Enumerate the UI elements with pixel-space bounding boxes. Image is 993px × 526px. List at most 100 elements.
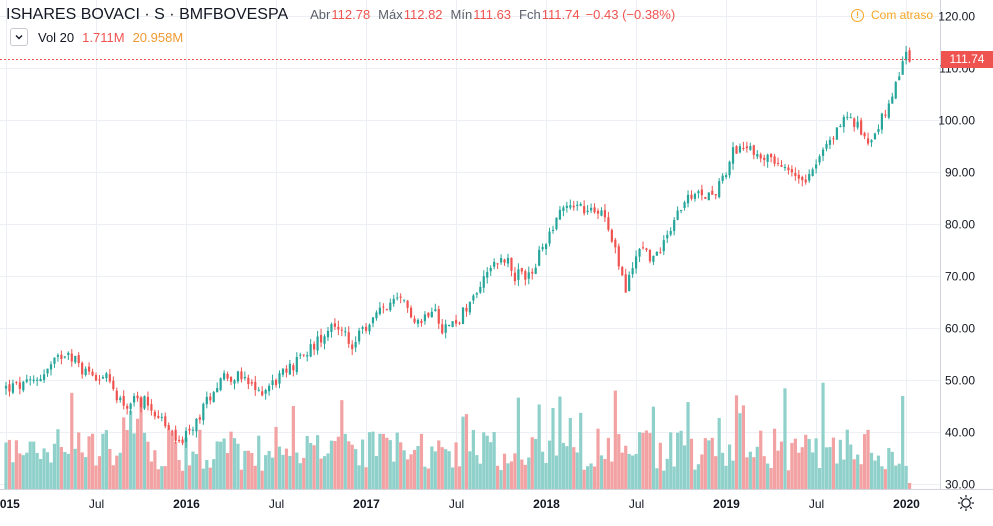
volume-bar <box>201 468 205 489</box>
volume-bar <box>634 453 638 489</box>
candle-body <box>631 268 634 275</box>
candle-body <box>77 355 80 364</box>
volume-bar <box>793 438 797 489</box>
high-value: 112.82 <box>403 7 443 22</box>
candle-body <box>323 336 326 344</box>
volume-bar <box>759 430 763 489</box>
candle-body <box>36 379 39 381</box>
volume-bar <box>340 400 344 489</box>
volume-bar <box>315 435 320 489</box>
volume-ma-value: 20.958M <box>132 29 184 45</box>
volume-bar <box>883 469 887 489</box>
volume-bar <box>257 435 261 489</box>
candle-body <box>517 269 520 280</box>
volume-bar <box>876 455 881 489</box>
volume-bar <box>385 437 389 489</box>
volume-bar <box>198 429 202 489</box>
candle-body <box>178 439 181 442</box>
volume-bar <box>897 463 901 489</box>
volume-bar <box>451 467 455 489</box>
collapse-legend-button[interactable] <box>10 28 28 46</box>
candle-body <box>538 249 541 266</box>
candle-body <box>610 229 613 242</box>
volume-bar <box>229 431 233 489</box>
candle-body <box>721 175 724 181</box>
candle-body <box>299 354 302 356</box>
volume-bar <box>160 466 164 489</box>
candle-body <box>403 299 406 301</box>
volume-bar <box>672 466 676 489</box>
candle-body <box>731 147 735 164</box>
volume-bar <box>32 441 36 489</box>
volume-bar <box>790 443 794 489</box>
volume-bar <box>187 465 192 489</box>
volume-bar <box>537 404 541 489</box>
volume-bar <box>592 466 597 489</box>
volume-bar <box>374 455 379 489</box>
candle-body <box>56 355 60 357</box>
volume-bar <box>267 451 271 489</box>
candle-body <box>801 176 804 181</box>
candle-body <box>389 302 392 311</box>
candle-body <box>752 145 755 155</box>
candle-body <box>503 259 506 263</box>
candle-body <box>11 383 15 393</box>
volume-bar <box>454 442 458 489</box>
candle-body <box>901 61 904 75</box>
volume-bar <box>354 449 358 489</box>
candle-body <box>295 356 298 373</box>
volume-bar <box>800 447 804 489</box>
delay-badge[interactable]: ! Com atraso <box>851 8 933 22</box>
price-axis[interactable]: 120.00110.00100.0090.0080.0070.0060.0050… <box>938 10 975 492</box>
volume-bar <box>606 437 610 489</box>
volume-bar <box>437 440 441 489</box>
candle-body <box>510 257 513 271</box>
volume-bar <box>748 451 752 489</box>
volume-bar <box>752 457 756 489</box>
volume-label[interactable]: Vol 20 <box>38 29 75 45</box>
volume-bar <box>485 435 489 489</box>
candle-body <box>309 344 312 357</box>
candle-body <box>399 296 402 298</box>
volume-bar <box>142 432 147 489</box>
candle-body <box>638 248 641 257</box>
low-value: 111.63 <box>473 7 512 22</box>
time-tick-label: Jul <box>89 497 104 511</box>
candle-body <box>441 324 444 334</box>
last-price-tag: 111.74 <box>941 51 993 68</box>
volume-bar <box>596 428 600 489</box>
volume-bar <box>814 438 818 489</box>
volume-bar <box>869 452 874 489</box>
volume-bar <box>457 466 462 489</box>
candle-body <box>364 326 368 331</box>
time-axis[interactable]: 2015 Jul 2016 Jul 2017 Jul 2018 Jul 2019 Jul 2020 <box>0 497 920 511</box>
volume-bar <box>676 432 680 489</box>
volume-bar <box>264 455 268 489</box>
candle-body <box>898 76 901 81</box>
candle-body <box>811 169 814 176</box>
candle-body <box>53 357 56 364</box>
volume-bar <box>180 470 185 489</box>
candle-body <box>666 234 669 239</box>
candle-body <box>319 334 323 343</box>
volume-bar <box>423 466 427 489</box>
volume-bar <box>250 452 254 489</box>
chart-settings-button[interactable] <box>955 492 977 514</box>
symbol-title[interactable]: ISHARES BOVACI · S · BMFBOVESPA <box>6 6 289 23</box>
candle-body <box>842 117 845 128</box>
volume-bar <box>603 459 607 489</box>
candle-body <box>354 341 357 348</box>
candle-body <box>205 396 208 405</box>
candle-body <box>101 377 105 379</box>
volume-bar <box>277 446 282 489</box>
candle-body <box>583 206 586 214</box>
volume-bar <box>727 444 732 489</box>
volume-bar <box>177 460 181 489</box>
volume-bar <box>471 429 475 489</box>
candle-body <box>607 217 610 230</box>
candle-body <box>81 362 84 375</box>
candle-body <box>164 416 167 427</box>
candle-body <box>738 146 742 153</box>
